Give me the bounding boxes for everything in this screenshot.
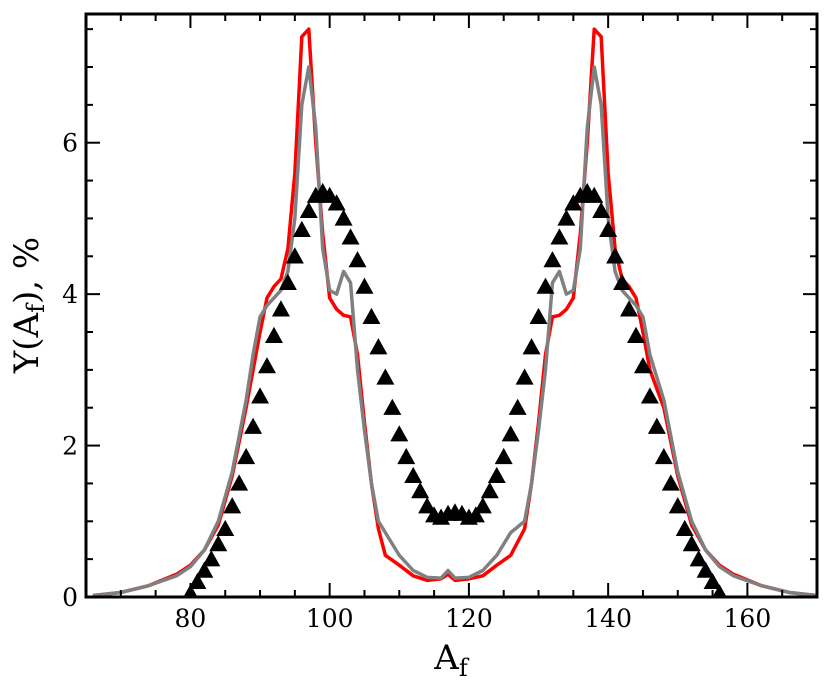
series-1-line xyxy=(92,65,817,597)
series-2-point xyxy=(390,425,409,442)
series-2-point xyxy=(202,550,221,567)
series-2-point xyxy=(404,466,423,484)
series-2-point xyxy=(536,277,555,294)
series-2-point xyxy=(251,387,270,404)
x-tick-label: 80 xyxy=(175,604,207,633)
series-2-point xyxy=(209,535,228,552)
series-2-point xyxy=(557,209,576,226)
series-2-point xyxy=(299,201,318,219)
series-2-point xyxy=(411,482,430,499)
series-2-point xyxy=(599,220,618,237)
series-2-point xyxy=(278,273,297,290)
y-tick-label: 6 xyxy=(62,129,78,158)
y-axis-title-part-1: Y(A xyxy=(7,312,47,374)
series-2-point xyxy=(327,194,346,211)
series-2-point xyxy=(362,307,381,325)
series-2-point xyxy=(292,220,311,237)
series-2-point xyxy=(230,474,249,491)
series-2-point xyxy=(188,572,207,590)
series-2-point xyxy=(341,228,360,245)
tick-layer: 80 100 120 140 160 0 2 4 6 xyxy=(62,14,818,633)
series-2-point xyxy=(606,247,625,264)
series-2-point xyxy=(696,561,715,578)
series-2-point xyxy=(271,300,290,317)
series-2-point xyxy=(397,447,416,465)
series-2-point xyxy=(285,247,304,264)
series-2-point xyxy=(355,277,374,294)
x-axis-title-main: A xyxy=(433,638,459,678)
y-axis-title-sub: f xyxy=(22,302,50,313)
series-2-point xyxy=(668,497,687,514)
series-2-point xyxy=(237,447,256,465)
series-2-point xyxy=(223,497,242,514)
series-0-line xyxy=(92,27,817,597)
series-2-point xyxy=(522,338,541,355)
y-axis-title-part-2: ), % xyxy=(7,237,47,304)
series-2-point xyxy=(654,447,673,465)
series-2-point xyxy=(501,425,520,442)
y-tick-label: 4 xyxy=(62,280,78,309)
series-2-point xyxy=(515,368,534,385)
series-2-point xyxy=(689,550,708,567)
series-2-point xyxy=(647,417,666,434)
y-tick-label: 0 xyxy=(62,583,78,612)
series-2-point xyxy=(661,474,680,491)
plot-frame xyxy=(84,12,819,599)
x-tick-label: 160 xyxy=(724,604,772,633)
series-2-point xyxy=(480,482,499,499)
series-2-point xyxy=(195,561,214,578)
x-axis-title-sub: f xyxy=(459,654,470,682)
series-2-point xyxy=(494,447,513,465)
series-2-point xyxy=(682,535,701,552)
series-2-point xyxy=(712,584,727,597)
y-axis-title: Y(Af), % xyxy=(7,237,50,374)
y-tick-label: 2 xyxy=(62,432,78,461)
series-2-point xyxy=(383,398,402,415)
series-2-point xyxy=(592,201,611,219)
series-2-point xyxy=(508,398,527,415)
series-2-point xyxy=(369,338,388,355)
x-tick-label: 140 xyxy=(584,604,632,633)
series-2-point xyxy=(264,326,283,343)
series-2-point xyxy=(348,251,367,268)
series-2-point xyxy=(258,357,277,374)
series-2-point xyxy=(487,466,506,484)
series-2-point xyxy=(543,251,562,268)
series-2-point xyxy=(633,357,652,374)
series-2-point xyxy=(620,300,639,317)
series-2-point xyxy=(216,519,235,537)
series-2-point xyxy=(613,273,632,290)
series-2-point xyxy=(703,572,722,590)
series-2-point xyxy=(376,368,395,385)
series-2-point xyxy=(473,497,492,514)
series-2-point xyxy=(529,307,548,325)
series-2-point xyxy=(418,497,437,514)
series-layer xyxy=(92,27,817,597)
x-tick-label: 120 xyxy=(445,604,493,633)
series-2-point xyxy=(585,186,604,203)
series-2-point xyxy=(466,506,485,523)
series-2-point xyxy=(244,417,263,434)
x-axis-title: Af xyxy=(433,638,470,682)
x-tick-label: 100 xyxy=(306,604,354,633)
series-2-point xyxy=(550,228,569,245)
series-2-point xyxy=(640,387,659,404)
series-2-point xyxy=(334,209,353,226)
series-2-point xyxy=(626,326,645,343)
series-2-point xyxy=(675,519,694,537)
